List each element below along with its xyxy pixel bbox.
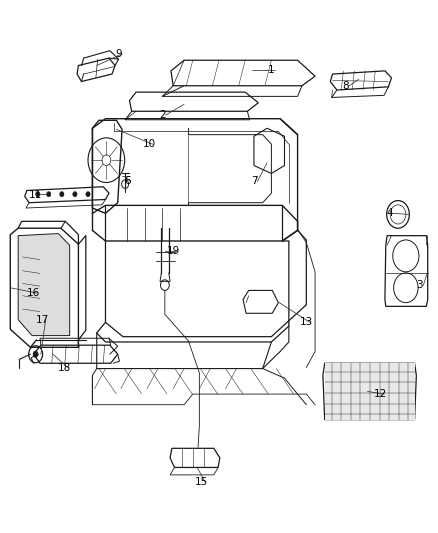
Text: 16: 16 [27, 288, 40, 298]
Text: 19: 19 [166, 246, 180, 255]
Text: 15: 15 [195, 477, 208, 487]
Circle shape [46, 191, 51, 197]
Circle shape [86, 191, 90, 197]
Text: 1: 1 [268, 65, 275, 75]
Text: 7: 7 [251, 176, 257, 187]
Polygon shape [325, 364, 415, 419]
Circle shape [73, 191, 77, 197]
Circle shape [60, 191, 64, 197]
Text: 8: 8 [343, 81, 349, 91]
Text: 13: 13 [300, 317, 313, 327]
Text: 6: 6 [124, 176, 131, 187]
Circle shape [33, 351, 38, 358]
Text: 17: 17 [35, 314, 49, 325]
Text: 11: 11 [29, 190, 42, 200]
Text: 12: 12 [374, 389, 387, 399]
Polygon shape [18, 233, 70, 336]
Text: 18: 18 [57, 362, 71, 373]
Circle shape [35, 191, 40, 197]
Text: 3: 3 [417, 280, 423, 290]
Text: 10: 10 [143, 139, 155, 149]
Text: 4: 4 [386, 208, 392, 219]
Text: 2: 2 [159, 110, 166, 120]
Text: 9: 9 [115, 49, 122, 59]
